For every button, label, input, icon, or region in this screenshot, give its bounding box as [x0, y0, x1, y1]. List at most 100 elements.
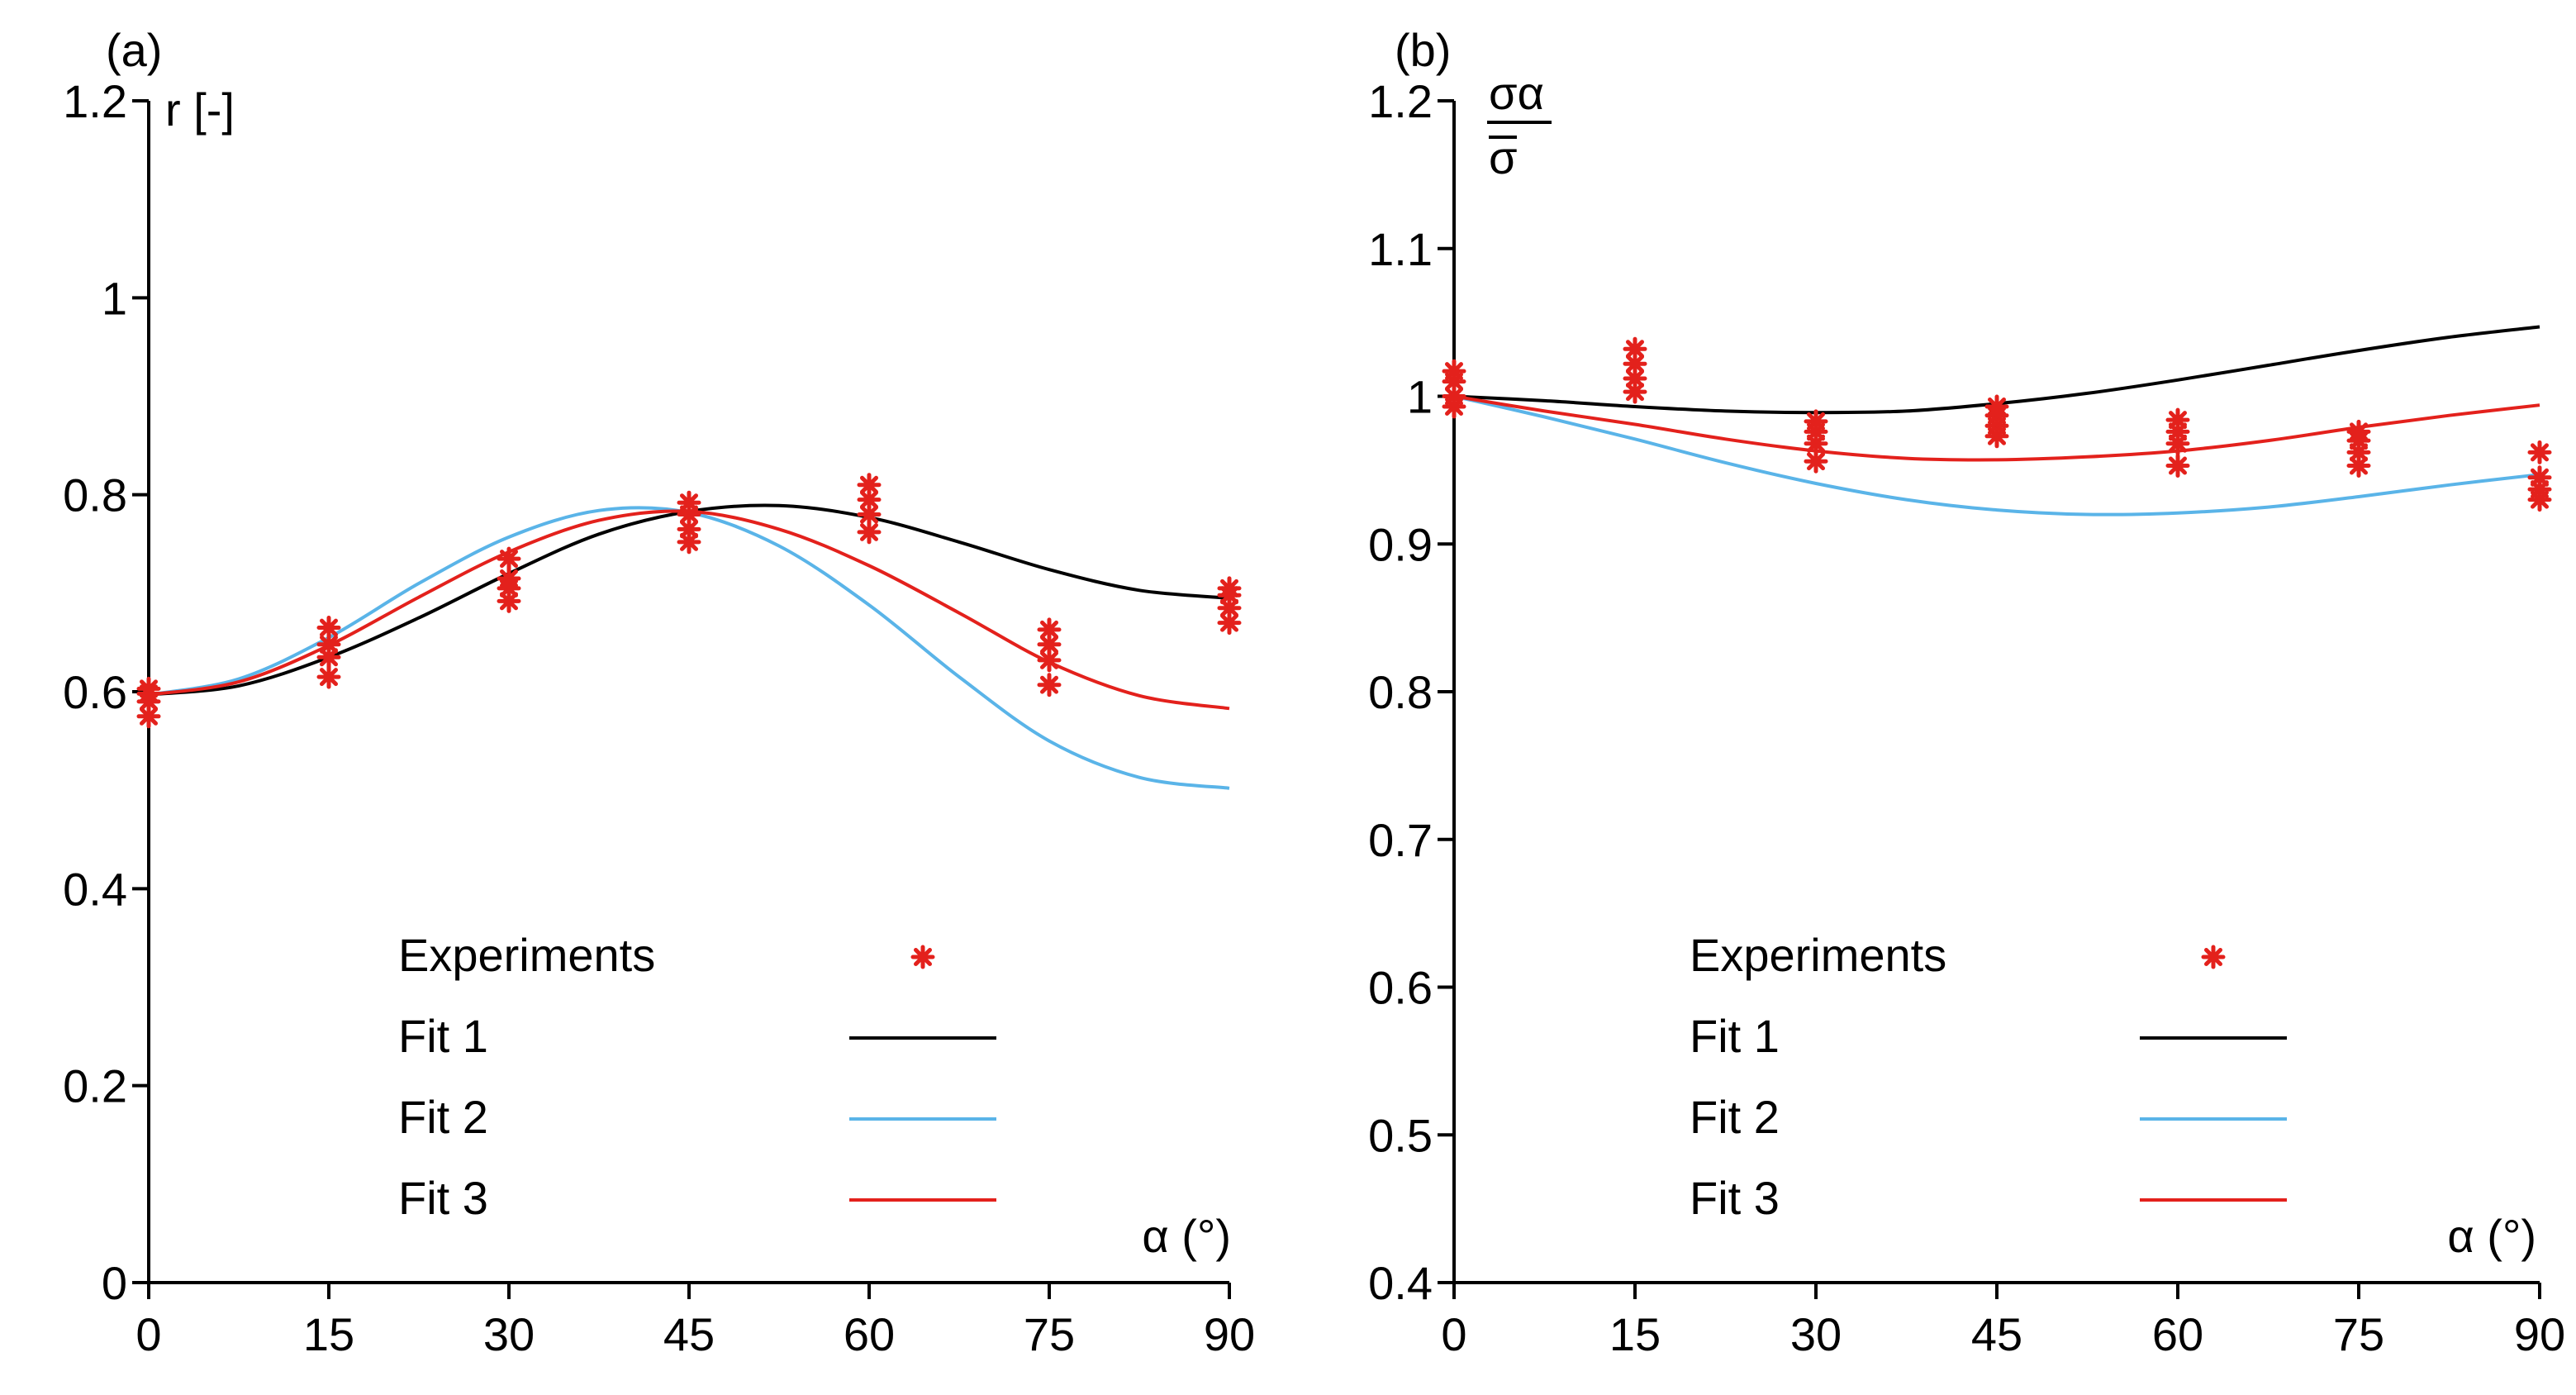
panel-b-legend: Experiments Fit 1 Fit 2 Fit 3: [1690, 929, 1946, 1224]
panel-b-y-tick-label: 0.7: [1368, 814, 1433, 866]
panel-b-experiment-point-glyph: [2527, 465, 2552, 490]
panel-a-experiment-point-glyph: [1217, 596, 1242, 621]
panel-b-y-axis-label-denominator: σ: [1489, 131, 1518, 183]
panel-a-x-tick-label: 30: [483, 1308, 535, 1360]
panel-b-x-tick-label: 15: [1609, 1308, 1661, 1360]
panel-a-experiment-point: [1217, 596, 1242, 621]
panel-a-experiment-point-glyph: [1037, 632, 1062, 657]
panel-b-experiment-point: [1442, 384, 1466, 408]
panel-a-x-tick-label: 15: [303, 1308, 354, 1360]
panel-b-series-fit-2: [1453, 394, 2540, 517]
panel-b-experiment-point: [1804, 449, 1828, 474]
panel-a-experiment-point: [857, 502, 882, 526]
panel-a-legend: Experiments Fit 1 Fit 2 Fit 3: [398, 929, 655, 1224]
panel-a-experiment-point-glyph: [136, 704, 161, 729]
panel-a-experiment-point-glyph: [677, 517, 701, 541]
panel-a-chart: (a) r [-] α (°) Experiments Fit 1 Fit 2 …: [63, 24, 1255, 1360]
legend-label-fit-3: Fit 3: [398, 1172, 488, 1224]
panel-a-experiment-point-glyph: [497, 566, 521, 591]
panel-a-x-axis-label: α (°): [1142, 1210, 1231, 1262]
panel-a-experiment-point: [1037, 673, 1062, 698]
panel-a-experiment-point: [497, 546, 521, 571]
panel-a-experiment-point: [136, 704, 161, 729]
panel-b-experiment-point: [1442, 359, 1466, 383]
panel-b-experiment-point-glyph: [1804, 409, 1828, 434]
panel-a-experiment-point-glyph: [316, 664, 341, 689]
panel-b-chart: (b) σα σ α (°) Experiments Fit 1 Fit 2 F…: [1368, 24, 2565, 1360]
panel-b-experiment-point-glyph: [1804, 449, 1828, 474]
panel-b-experiment-point-glyph: [2346, 419, 2371, 444]
legend-label-fit-2: Fit 2: [398, 1091, 488, 1143]
panel-a-experiment-point: [497, 588, 521, 613]
panel-a-experiment-point-glyph: [497, 546, 521, 571]
panel-b-experiment-point-glyph: [1623, 336, 1647, 361]
panel-b-experiment-point: [2165, 407, 2190, 432]
panel-b-x-tick-label: 75: [2333, 1308, 2384, 1360]
panel-b-y-tick-label: 0.8: [1368, 666, 1433, 718]
panel-a-y-tick-label: 0.8: [63, 469, 127, 521]
panel-b-y-tick-label: 1: [1407, 371, 1433, 423]
panel-b-label: (b): [1395, 24, 1451, 76]
panel-a-experiment-point-glyph: [857, 488, 882, 512]
legend-label-fit-2: Fit 2: [1690, 1091, 1780, 1143]
panel-b-y-tick-label: 1.2: [1368, 75, 1433, 127]
panel-a-experiment-point: [316, 664, 341, 689]
panel-a-experiment-point-glyph: [677, 530, 701, 555]
panel-b-experiment-point-glyph: [1442, 359, 1466, 383]
panel-b-experiment-point: [2165, 454, 2190, 478]
legend-label-experiments: Experiments: [1690, 929, 1946, 981]
panel-a-x-tick-label: 75: [1024, 1308, 1075, 1360]
panel-a-experiment-point: [857, 473, 882, 498]
panel-a-experiment-point-glyph: [857, 502, 882, 526]
panel-b-x-tick-label: 60: [2152, 1308, 2203, 1360]
panel-b-experiment-point: [1623, 336, 1647, 361]
panel-b-experiment-point: [2527, 440, 2552, 464]
panel-b-experiment-point: [1623, 379, 1647, 404]
panel-a-experiment-point-glyph: [677, 490, 701, 515]
panel-a-experiment-point-glyph: [1217, 576, 1242, 601]
panel-b-y-tick-label: 0.4: [1368, 1257, 1433, 1309]
panel-a-experiment-point-glyph: [1037, 648, 1062, 673]
panel-b-experiment-point: [1804, 409, 1828, 434]
panel-b-y-tick-label: 1.1: [1368, 223, 1433, 275]
panel-a-x-tick-label: 60: [844, 1308, 895, 1360]
panel-b-x-tick-label: 0: [1441, 1308, 1466, 1360]
panel-a-experiment-point: [1217, 611, 1242, 636]
panel-b-experiment-point-glyph: [2165, 454, 2190, 478]
panel-b-y-tick-label: 0.6: [1368, 962, 1433, 1014]
legend-label-fit-1: Fit 1: [398, 1010, 488, 1062]
panel-a-experiment-point: [136, 676, 161, 701]
panel-b-experiment-point-glyph: [2527, 440, 2552, 464]
panel-a-y-tick-label: 0.6: [63, 666, 127, 718]
panel-b-experiment-point: [1984, 394, 2009, 419]
panel-a-experiment-point-glyph: [316, 616, 341, 640]
panel-a-experiment-point: [857, 520, 882, 545]
panel-a-experiment-point-glyph: [1037, 673, 1062, 698]
panel-b-experiment-point-glyph: [1623, 366, 1647, 391]
panel-a-experiment-point: [677, 490, 701, 515]
panel-a-y-axis-label: r [-]: [165, 83, 235, 136]
panel-b-legend-symbol-experiments: [2201, 945, 2226, 969]
panel-b-experiment-point: [2346, 419, 2371, 444]
legend-label-experiments: Experiments: [398, 929, 655, 981]
panel-b-experiment-point-glyph: [2346, 454, 2371, 478]
panel-a-experiment-point: [1037, 617, 1062, 642]
panel-a-experiment-point-glyph: [857, 520, 882, 545]
panel-b-experiment-point: [1623, 351, 1647, 376]
panel-a-x-tick-label: 90: [1204, 1308, 1255, 1360]
panel-a-y-tick-label: 1.2: [63, 75, 127, 127]
panel-a-experiment-point: [1037, 632, 1062, 657]
panel-b-experiment-point-glyph: [2165, 407, 2190, 432]
panel-a-experiment-point: [1217, 576, 1242, 601]
legend-label-fit-3: Fit 3: [1690, 1172, 1780, 1224]
panel-a-experiment-point-glyph: [316, 632, 341, 657]
panel-a-x-tick-label: 0: [135, 1308, 161, 1360]
panel-a-experiment-point-glyph: [497, 588, 521, 613]
panel-a-experiment-point: [316, 616, 341, 640]
panel-a-y-tick-label: 0.2: [63, 1060, 127, 1112]
panel-a-experiment-point: [497, 566, 521, 591]
panel-a-label: (a): [106, 24, 162, 76]
panel-b-experiment-point-glyph: [1623, 379, 1647, 404]
panel-a-experiment-point: [316, 645, 341, 669]
